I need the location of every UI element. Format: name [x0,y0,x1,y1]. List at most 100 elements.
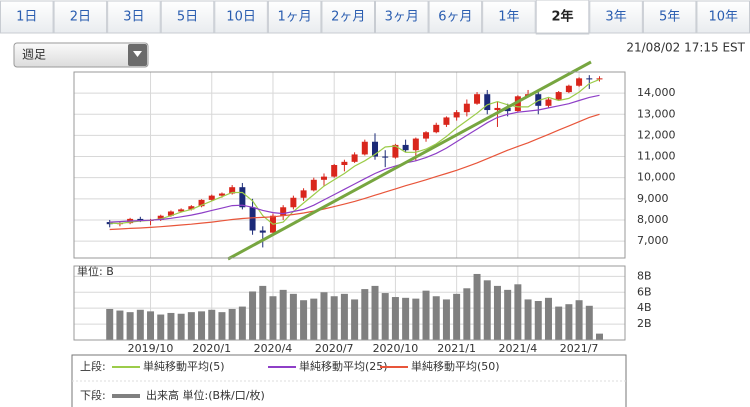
y-tick-label: 14,000 [637,86,676,99]
tab[interactable] [482,0,536,34]
candle-body [218,193,225,196]
volume-bar [228,308,236,340]
tab-label[interactable]: 6ヶ月 [438,10,472,25]
legend-upper-label: 上段: [80,359,106,373]
volume-bar [595,333,603,340]
select-label: 週足 [22,48,46,62]
tab-label[interactable]: 1ヶ月 [278,10,312,25]
candle-body [504,107,511,112]
volume-bar [391,297,399,340]
legend-label: 単純移動平均(25) [299,359,388,373]
candle-body [596,78,603,80]
y-tick-label: 4B [637,301,652,314]
y-tick-label: 6B [637,285,652,298]
volume-bar [320,292,328,340]
candle-body [463,103,470,113]
legend-label: 単純移動平均(5) [143,359,225,373]
x-tick-label: 2019/10 [128,342,174,355]
tab[interactable] [267,0,322,34]
tab[interactable] [642,0,697,34]
volume-bar [504,289,512,340]
tab-label[interactable]: 10日 [226,10,256,25]
unit-label: 単位: B [77,264,114,278]
tab-label[interactable]: 2日 [70,10,91,25]
candle-body [412,138,419,151]
tab[interactable] [375,0,429,34]
select-box[interactable] [13,42,149,68]
x-tick-label: 2021/4 [499,342,538,355]
volume-bar [534,301,542,340]
candle-body [259,230,266,233]
candle-body [382,156,389,158]
y-tick-label: 10,000 [637,171,676,184]
volume-bar [565,304,573,340]
volume-bar [473,273,481,340]
candle-body [433,124,440,133]
volume-bar [259,285,267,340]
candle-body [198,199,205,207]
candle-body [310,179,317,191]
tab[interactable] [160,0,215,34]
x-tick-label: 2020/7 [315,342,354,355]
candle-body [494,107,501,111]
y-tick-label: 12,000 [637,128,676,141]
volume-bar [310,298,318,340]
candle-body [402,144,409,151]
volume-bar [402,297,410,340]
tab[interactable] [535,0,590,35]
ma-line [109,78,600,225]
legend-lower-label: 下段: [80,388,106,402]
candle-body [167,211,174,216]
tab-label[interactable]: 2年 [551,9,573,25]
y-tick-label: 2B [637,317,652,330]
volume-bar [177,313,185,340]
candle-body [423,132,430,139]
candle-body [361,141,368,155]
candle-body [351,154,358,162]
volume-bar [238,306,246,340]
volume-bar [340,293,348,340]
tab[interactable] [53,0,108,34]
tab-label[interactable]: 1年 [498,10,519,25]
timestamp: 21/08/02 17:15 EST [626,41,745,55]
volume-bar [136,309,144,340]
ma-line [109,113,600,231]
volume-bar [289,293,297,340]
y-tick-label: 7,000 [637,234,669,247]
volume-bar [585,305,593,340]
volume-bar [463,288,471,340]
volume-bar [106,308,114,340]
candle-body [188,206,195,210]
volume-bar [126,312,134,340]
volume-bar [157,314,165,340]
y-tick-label: 11,000 [637,150,676,163]
tab-label[interactable]: 2ヶ月 [331,10,365,25]
tab-label[interactable]: 10年 [708,10,738,25]
period-select[interactable]: 週足 [13,42,149,68]
volume-bar [351,299,359,340]
candle-body [392,144,399,158]
tab-label[interactable]: 1日 [16,10,37,25]
tab[interactable] [0,0,54,34]
candle-body [157,215,164,220]
volume-bar [422,290,430,340]
x-tick-label: 2020/1 [192,342,231,355]
y-tick-label: 13,000 [637,107,676,120]
tab-label[interactable]: 3日 [123,10,144,25]
candle-body [576,78,583,86]
trend-line [227,60,592,261]
candle-body [514,96,521,112]
candle-body [474,94,481,104]
volume-bar [483,280,491,340]
tab-label[interactable]: 5年 [659,10,680,25]
candle-body [249,207,256,231]
select-arrow [133,51,142,57]
tab-label[interactable]: 3年 [605,10,626,25]
tab[interactable] [589,0,643,34]
tab-label[interactable]: 3ヶ月 [385,10,419,25]
candle-body [545,99,552,106]
tab-label[interactable]: 5日 [177,10,198,25]
volume-bar [330,296,338,340]
volume-bar [544,297,552,340]
candle-body [300,190,307,198]
